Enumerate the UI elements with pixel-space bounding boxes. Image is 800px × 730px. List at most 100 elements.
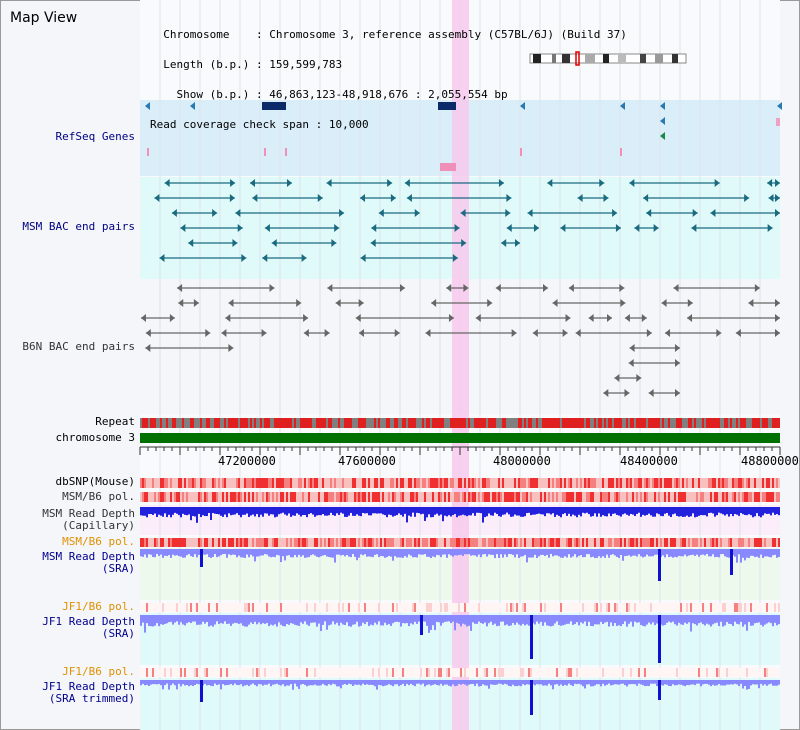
msm-sra-depth-bar — [548, 549, 550, 558]
dbsnp-cell — [270, 478, 272, 488]
msm-b6-pol2-cell — [502, 538, 504, 547]
jf1-trim-depth-bar — [772, 680, 774, 686]
msm-b6-pol2-cell — [282, 538, 284, 547]
msm-b6-pol2-cell — [632, 538, 634, 547]
jf1-b6-pol2-cell — [564, 668, 566, 677]
jf1-b6-pol2-cell — [172, 668, 174, 677]
dbsnp-cell — [298, 478, 300, 488]
msm-sra-depth-bar — [546, 549, 548, 555]
track-label-jf1-b6-pol-1[interactable]: JF1/B6 pol. — [62, 600, 135, 613]
jf1-b6-pol-cell — [282, 603, 284, 612]
jf1-sra-depth-bar — [300, 615, 302, 623]
msm-b6-pol-cell — [388, 492, 390, 502]
msm-b6-pol-cell — [196, 492, 198, 502]
jf1-sra-depth-bar — [388, 615, 390, 625]
msm-capillary-depth-bar — [370, 507, 372, 516]
jf1-trim-depth-bar — [178, 680, 180, 684]
msm-sra-depth-bar — [438, 549, 440, 556]
track-label-refseq[interactable]: RefSeq Genes — [55, 130, 135, 143]
jf1-sra-depth-bar — [694, 615, 696, 625]
msm-capillary-depth-bar — [324, 507, 326, 516]
jf1-b6-pol2-cell — [692, 668, 694, 677]
jf1-b6-pol2-cell — [672, 668, 674, 677]
jf1-sra-depth-bar — [348, 615, 350, 627]
jf1-trim-depth-bar — [484, 680, 486, 686]
dbsnp-cell — [464, 478, 466, 488]
jf1-sra-depth-bar — [496, 615, 498, 627]
msm-b6-pol2-cell — [414, 538, 416, 547]
msm-capillary-depth-bar — [414, 507, 416, 517]
track-label-dbsnp[interactable]: dbSNP(Mouse) — [55, 475, 135, 488]
repeat-segment — [268, 418, 270, 428]
repeat-segment — [296, 418, 298, 428]
jf1-b6-pol2-cell — [586, 668, 588, 677]
gene-block — [438, 102, 456, 110]
jf1-b6-pol2-cell — [156, 668, 158, 677]
jf1-trim-depth-bar — [302, 680, 304, 685]
msm-bac-pair-end — [577, 194, 583, 202]
dbsnp-cell — [170, 478, 172, 488]
msm-b6-pol-cell — [168, 492, 170, 502]
msm-sra-depth-bar — [596, 549, 598, 558]
show-label: Show (b.p.) — [176, 88, 250, 101]
jf1-trim-depth-bar — [558, 680, 560, 686]
msm-capillary-depth-bar — [346, 507, 348, 517]
jf1-sra-depth-bar — [718, 615, 720, 627]
repeat-segment — [722, 418, 724, 428]
track-label-msm-bac[interactable]: MSM BAC end pairs — [22, 220, 135, 233]
track-label-jf1-depth-sra[interactable]: JF1 Read Depth (SRA) — [42, 616, 135, 640]
msm-b6-pol-cell — [494, 492, 496, 502]
msm-capillary-depth-bar — [516, 507, 518, 516]
jf1-b6-pol2-cell — [682, 668, 684, 677]
dbsnp-cell — [168, 478, 170, 488]
track-label-jf1-depth-trimmed[interactable]: JF1 Read Depth (SRA trimmed) — [42, 681, 135, 705]
b6n-bac-pair-end — [754, 284, 760, 292]
jf1-trim-depth-bar — [556, 680, 558, 685]
msm-capillary-depth-bar — [682, 507, 684, 517]
track-label-repeat[interactable]: Repeat — [95, 415, 135, 428]
track-label-chromosome[interactable]: chromosome 3 — [55, 431, 135, 444]
jf1-b6-pol2-cell — [414, 668, 416, 677]
msm-b6-pol2-cell — [496, 538, 498, 547]
repeat-segment — [654, 418, 656, 428]
msm-capillary-depth-bar — [668, 507, 670, 516]
dbsnp-cell — [344, 478, 346, 488]
msm-capillary-depth-bar — [570, 507, 572, 517]
jf1-b6-pol-cell — [258, 603, 260, 612]
repeat-segment — [718, 418, 720, 428]
jf1-sra-depth-bar — [604, 615, 606, 623]
msm-bac-pair-end — [691, 224, 697, 232]
repeat-segment — [548, 418, 550, 428]
jf1-sra-depth-bar — [378, 615, 380, 622]
msm-sra-depth-bar — [264, 549, 266, 554]
track-label-jf1-b6-pol-2[interactable]: JF1/B6 pol. — [62, 665, 135, 678]
jf1-sra-depth-bar — [508, 615, 510, 626]
track-label-b6n-bac[interactable]: B6N BAC end pairs — [22, 340, 135, 353]
msm-bac-pair-end — [371, 224, 377, 232]
dbsnp-cell — [600, 478, 602, 488]
msm-b6-pol2-cell — [530, 538, 532, 547]
msm-b6-pol2-cell — [618, 538, 620, 547]
track-label-msm-b6-pol-1[interactable]: MSM/B6 pol. — [62, 490, 135, 503]
repeat-segment — [680, 418, 682, 428]
jf1-trim-depth-bar — [170, 680, 172, 686]
dbsnp-cell — [466, 478, 468, 488]
track-label-msm-depth-capillary[interactable]: MSM Read Depth (Capillary) — [42, 508, 135, 532]
repeat-segment — [490, 418, 492, 428]
msm-sra-depth-bar — [544, 549, 546, 557]
jf1-b6-pol-cell — [666, 603, 668, 612]
track-label-msm-depth-sra[interactable]: MSM Read Depth (SRA) — [42, 551, 135, 575]
jf1-sra-depth-bar — [758, 615, 760, 623]
dbsnp-cell — [178, 478, 180, 488]
msm-b6-pol2-cell — [480, 538, 482, 547]
track-label-msm-b6-pol-2[interactable]: MSM/B6 pol. — [62, 535, 135, 548]
msm-bac-pair-end — [452, 254, 458, 262]
msm-sra-depth-bar — [590, 549, 592, 558]
jf1-sra-depth-bar — [166, 615, 168, 624]
msm-sra-depth-bar — [622, 549, 624, 561]
msm-b6-pol2-cell — [754, 538, 756, 547]
msm-b6-pol-cell — [426, 492, 428, 502]
jf1-b6-pol2-cell — [610, 668, 612, 677]
msm-b6-pol-cell — [216, 492, 218, 502]
